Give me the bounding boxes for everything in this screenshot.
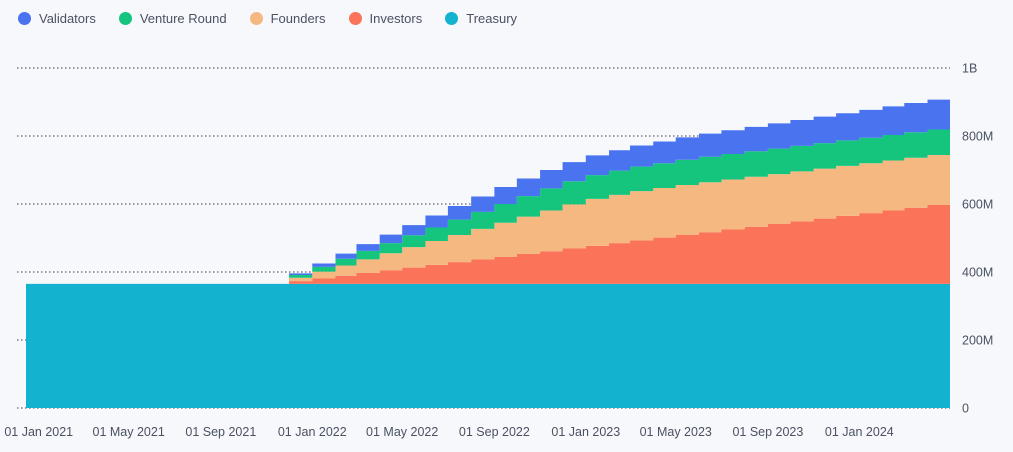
legend-item-venture-round[interactable]: Venture Round [118, 11, 227, 26]
legend-item-treasury[interactable]: Treasury [445, 11, 517, 26]
legend-item-investors[interactable]: Investors [348, 11, 423, 26]
x-tick-label: 01 Jan 2023 [551, 425, 620, 439]
area-validators[interactable] [26, 99, 950, 284]
x-tick-label: 01 May 2021 [93, 425, 165, 439]
legend-swatch-venture-round [118, 12, 132, 25]
series-areas [26, 99, 950, 408]
area-founders[interactable] [26, 155, 950, 284]
y-tick-label: 200M [962, 334, 993, 348]
legend-label-treasury: Treasury [466, 11, 518, 26]
legend-swatch-founders [249, 12, 263, 25]
legend-swatch-validators [18, 12, 31, 25]
legend-label-founders: Founders [270, 11, 326, 26]
area-treasury[interactable] [26, 283, 950, 408]
x-tick-label: 01 Sep 2021 [185, 425, 256, 439]
y-tick-label: 1B [962, 62, 977, 76]
x-tick-label: 01 Jan 2021 [4, 425, 73, 439]
legend-swatch-investors [348, 12, 362, 25]
legend-swatch-treasury [445, 12, 459, 25]
x-tick-label: 01 May 2022 [366, 425, 438, 439]
x-axis: 01 Jan 2021 01 May 2021 01 Sep 2021 01 Jan … [4, 425, 893, 439]
legend-label-venture-round: Venture Round [139, 11, 227, 26]
legend-item-validators[interactable]: Validators [18, 11, 96, 26]
x-tick-label: 01 Jan 2024 [825, 425, 894, 439]
x-tick-label: 01 Jan 2022 [278, 425, 347, 439]
y-tick-label: 600M [962, 198, 993, 212]
legend-label-validators: Validators [39, 11, 96, 26]
y-axis: 0 200M 400M 600M 800M 1B [962, 62, 993, 416]
y-tick-label: 800M [962, 130, 993, 144]
x-tick-label: 01 Sep 2023 [732, 425, 803, 439]
y-tick-label: 0 [962, 402, 969, 416]
area-venture-round[interactable] [26, 129, 950, 284]
legend-item-founders[interactable]: Founders [249, 11, 326, 26]
x-tick-label: 01 Sep 2022 [459, 425, 530, 439]
legend-label-investors: Investors [369, 11, 423, 26]
x-tick-label: 01 May 2023 [640, 425, 712, 439]
y-tick-label: 400M [962, 266, 993, 280]
chart-legend: Validators Venture Round Founders Invest… [18, 11, 540, 26]
area-investors[interactable] [26, 205, 950, 284]
